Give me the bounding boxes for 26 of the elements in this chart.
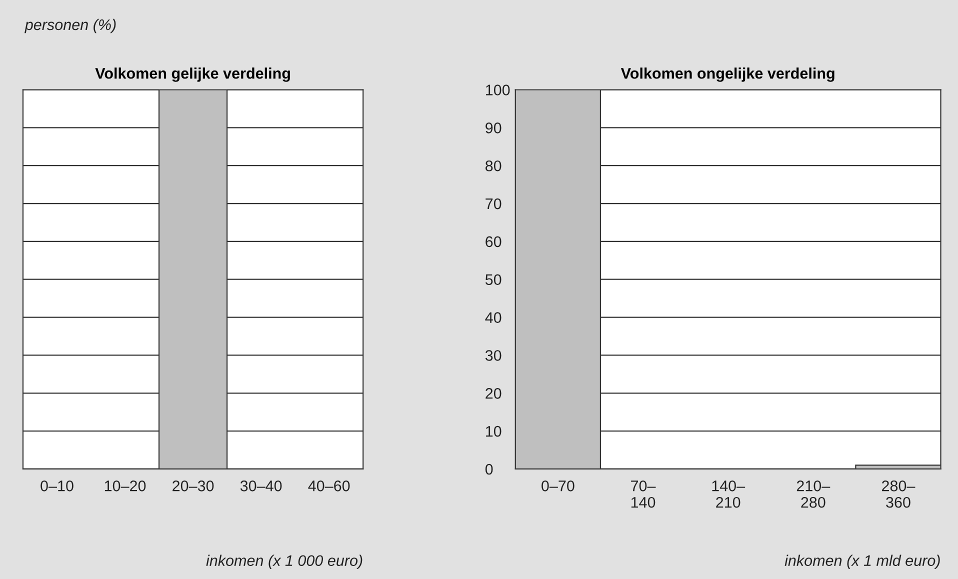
x-tick-label: 280–360 — [882, 480, 916, 508]
y-tick-label: 90 — [486, 122, 502, 134]
y-tick-label: 60 — [486, 236, 502, 248]
x-tick-label: 20–30 — [172, 480, 214, 492]
y-tick-label: 30 — [485, 350, 502, 361]
x-tick-label: 30–40 — [240, 480, 282, 492]
y-tick-label: 50 — [485, 274, 502, 286]
x-axis-title: inkomen (x 1 mld euro) — [784, 554, 940, 570]
x-tick-label: 70–140 — [631, 480, 656, 508]
y-tick-label: 0 — [485, 464, 493, 475]
y-tick-label: 10 — [486, 426, 502, 437]
chart-title: Volkomen gelijke verdeling — [95, 68, 290, 82]
x-tick-label: 10–20 — [104, 480, 146, 492]
y-tick-label: 70 — [486, 198, 502, 210]
y-tick-label: 100 — [486, 84, 510, 96]
x-tick-label: 210–280 — [796, 480, 830, 508]
y-axis-title: personen (%) — [24, 18, 116, 34]
chart-title: Volkomen ongelijke verdeling — [620, 68, 834, 82]
x-tick-label: 140–210 — [712, 480, 746, 508]
x-tick-label: 0–70 — [542, 480, 574, 492]
y-tick-label: 40 — [485, 312, 502, 323]
x-tick-label: 0–10 — [40, 480, 74, 492]
y-tick-label: 80 — [486, 160, 502, 172]
x-tick-label: 40–60 — [308, 480, 350, 492]
y-tick-label: 20 — [486, 388, 502, 399]
x-axis-title: inkomen (x 1 000 euro) — [206, 554, 362, 570]
